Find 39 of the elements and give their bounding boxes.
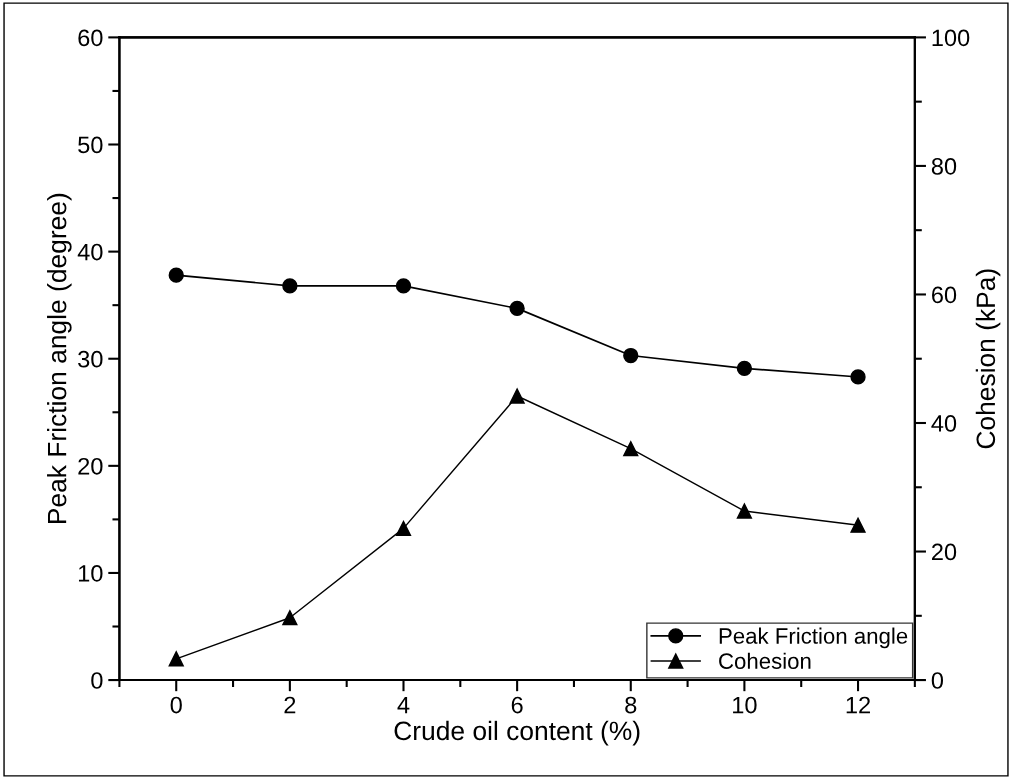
y2-tick-label: 80 — [931, 158, 957, 175]
point — [623, 347, 639, 364]
legend-label: Peak Friction angle — [719, 627, 908, 649]
point — [736, 360, 753, 377]
point — [168, 651, 184, 667]
y2-tick-label: 40 — [931, 415, 957, 432]
point — [395, 278, 412, 294]
point — [509, 388, 525, 404]
point — [850, 517, 866, 533]
x-tick-label: 8 — [625, 696, 637, 714]
point — [282, 278, 298, 294]
y-axis-title: Peak Friction angle (degree) — [47, 193, 72, 524]
point — [509, 300, 525, 317]
x-axis-title: Crude oil content (%) — [394, 720, 640, 746]
y-tick-label: 20 — [78, 457, 103, 475]
x-tick-label: 10 — [733, 696, 757, 714]
x-tick-label: 6 — [511, 696, 523, 714]
y2-tick-label: 100 — [932, 29, 970, 47]
y2-tick-label: 20 — [932, 543, 957, 561]
point — [395, 520, 412, 537]
y-tick-label: 30 — [78, 350, 103, 368]
y-tick-label: 0 — [91, 672, 103, 689]
legend-label: Cohesion — [719, 652, 811, 670]
point — [282, 610, 298, 626]
point — [850, 369, 866, 385]
y-tick-label: 40 — [77, 243, 103, 261]
y-tick-label: 60 — [78, 29, 103, 47]
x-tick-label: 4 — [397, 696, 410, 714]
y2-tick-label: 0 — [931, 672, 944, 689]
point — [736, 503, 753, 519]
point — [168, 267, 184, 283]
point — [623, 441, 639, 457]
y2-axis-title: Cohesion (kPa) — [975, 269, 1001, 449]
x-tick-label: 12 — [846, 696, 870, 714]
x-tick-label: 2 — [284, 696, 296, 714]
y-tick-label: 50 — [78, 136, 103, 154]
x-tick-label: 0 — [170, 696, 182, 714]
y2-tick-label: 60 — [932, 286, 957, 304]
y-tick-label: 10 — [78, 565, 103, 582]
